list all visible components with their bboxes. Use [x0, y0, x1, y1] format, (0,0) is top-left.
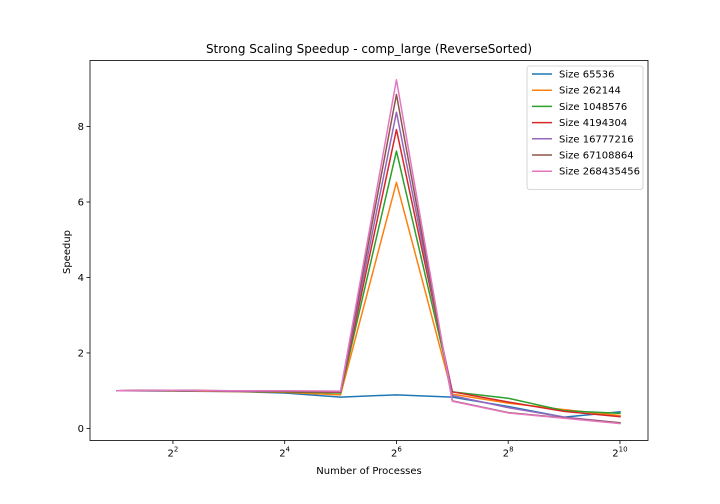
plot-frame — [89, 60, 649, 441]
legend-label-4: Size 16777216 — [559, 134, 634, 145]
legend-box — [526, 65, 644, 190]
y-tick-label-1: 2 — [78, 348, 84, 359]
legend-label-3: Size 4194304 — [559, 118, 627, 129]
series-line-2 — [116, 150, 621, 415]
legend-label-6: Size 268435456 — [559, 167, 640, 178]
chart-title: Strong Scaling Speedup - comp_large (Rev… — [206, 42, 532, 56]
series-line-1 — [116, 181, 621, 417]
legend-label-2: Size 1048576 — [559, 102, 627, 113]
legend: Size 65536 Size 262144 Size 1048576 Size 41… — [526, 65, 644, 190]
y-axis-label: Speedup — [62, 230, 73, 274]
y-tick-label-3: 6 — [78, 198, 84, 209]
x-axis-label: Number of Processes — [316, 466, 421, 477]
y-tick-label-0: 0 — [78, 424, 84, 435]
legend-label-5: Size 67108864 — [559, 151, 634, 162]
plot-area — [116, 79, 621, 425]
y-tick-label-2: 4 — [78, 273, 84, 284]
x-tick-label-3: 28 — [503, 446, 514, 460]
x-tick-label-1: 24 — [279, 446, 290, 460]
y-tick-label-4: 8 — [78, 122, 84, 133]
x-tick-label-2: 26 — [391, 446, 402, 460]
legend-label-0: Size 65536 — [559, 70, 615, 81]
x-tick-label-4: 210 — [612, 446, 627, 460]
x-tick-label-0: 22 — [168, 446, 179, 460]
series-line-6 — [116, 79, 621, 425]
legend-label-1: Size 262144 — [559, 86, 621, 97]
